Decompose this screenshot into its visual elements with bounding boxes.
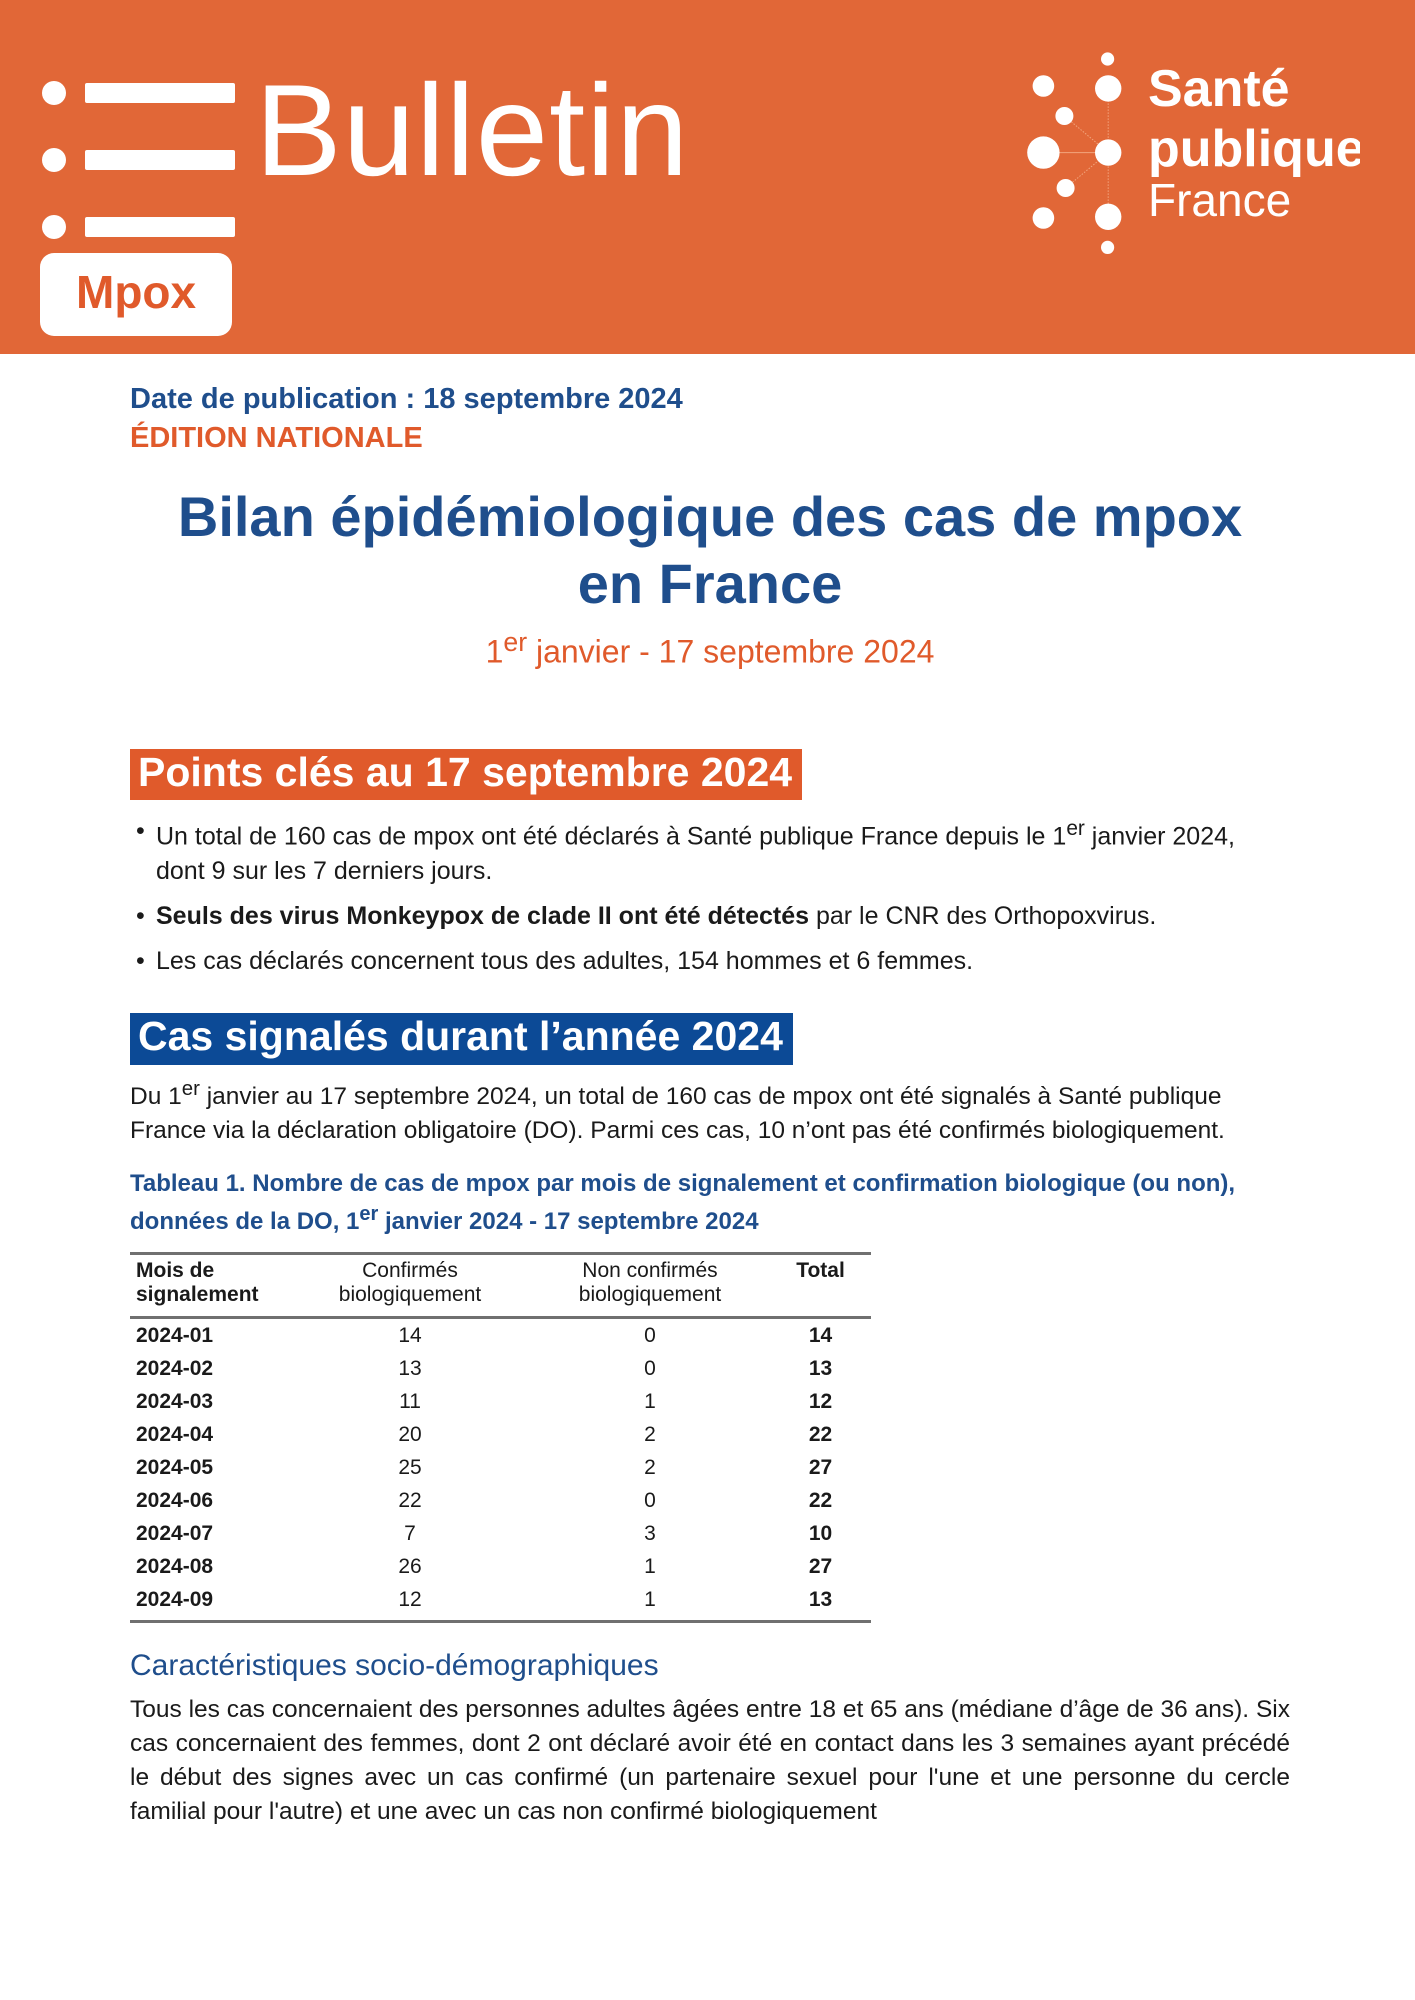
svg-text:Santé: Santé [1148, 60, 1290, 118]
svg-text:France: France [1148, 174, 1291, 226]
svg-text:publique: publique [1148, 120, 1360, 178]
